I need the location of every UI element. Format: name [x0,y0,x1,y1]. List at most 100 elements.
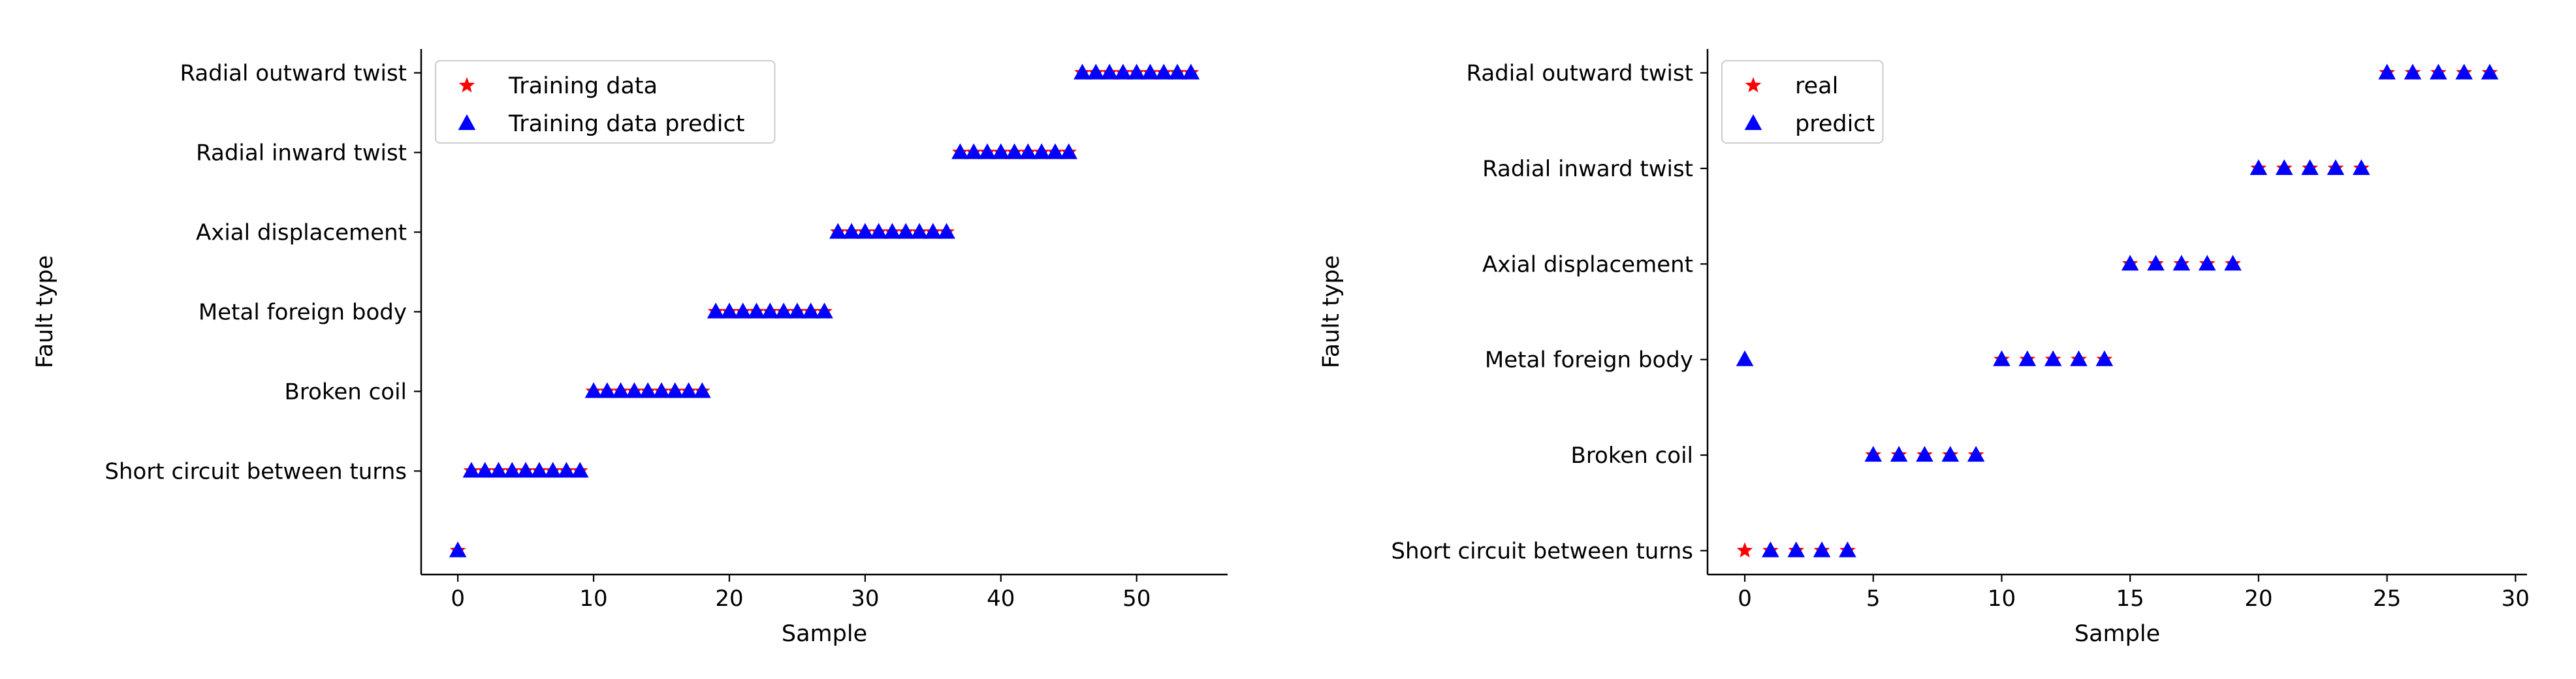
data-point [2198,255,2216,271]
legend-label: real [1795,73,1838,99]
data-point [598,382,616,398]
data-point [1168,63,1186,80]
legend-label: Training data [508,73,658,99]
legend-marker [458,114,476,131]
data-point [2352,159,2370,176]
data-point [2121,255,2139,271]
data-point [1993,350,2011,366]
data-point [924,223,942,239]
y-tick-label: Radial outward twist [180,61,407,87]
y-axis-label: Fault type [32,255,58,368]
x-tick-label: 50 [1122,586,1151,612]
data-point [571,462,589,478]
x-tick-label: 30 [851,586,879,612]
data-point [1073,63,1091,80]
data-point [1128,63,1145,80]
chart-right: 0 5 10 15 20 25 30 Short circuit between turns B… [1318,49,2530,647]
data-point [1060,143,1078,159]
chart-left: 0 10 20 30 40 50 Short circuit between turns Br… [32,49,1228,647]
data-point [1087,63,1105,80]
data-point [1787,541,1805,558]
y-tick-label: Broken coil [1571,443,1694,469]
legend: Training data Training data predict [435,60,776,144]
data-point [2455,63,2473,80]
data-point [2429,63,2447,80]
x-tick-label: 0 [1738,586,1752,612]
y-axis-label: Fault type [1318,255,1344,368]
data-point [558,462,575,478]
legend-marker [1745,77,1762,93]
data-point [802,302,820,319]
data-point [2018,350,2037,366]
series-2 [449,63,1200,558]
data-point [788,302,806,319]
data-point [2070,350,2088,366]
x-axis-label: Sample [782,621,867,647]
data-point [503,462,521,478]
data-point [910,223,929,239]
data-point [1736,542,1753,558]
data-point [1032,143,1051,159]
data-point [462,462,481,478]
data-point [1154,63,1173,80]
data-point [517,462,535,478]
y-tick-label: Metal foreign body [1485,347,1693,373]
y-tick-label: Broken coil [285,379,407,405]
data-point [897,223,915,239]
data-point [612,382,629,398]
data-point [2095,350,2114,366]
x-axis-label: Sample [2075,621,2160,647]
data-point [639,382,657,398]
data-point [2147,255,2165,271]
data-point [1141,63,1159,80]
data-point [748,302,765,319]
data-point [2481,63,2499,80]
data-point [870,223,887,239]
data-point [2224,255,2242,271]
data-point [1916,446,1933,462]
data-point [720,302,739,319]
data-point [1762,541,1779,558]
data-point [476,462,494,478]
data-point [816,302,833,319]
y-tick-label: Radial inward twist [196,140,407,166]
legend: real predict [1721,60,1884,144]
data-point [1006,143,1023,159]
data-point [2250,159,2268,176]
legend-label: predict [1795,111,1875,137]
y-tick-label: Radial inward twist [1482,156,1693,182]
x-tick-label: 40 [987,586,1015,612]
data-point [938,223,955,239]
data-point [2327,159,2345,176]
data-point [951,143,969,159]
data-point [842,223,861,239]
legend-box [435,60,776,144]
data-point [1864,446,1883,462]
data-point [856,223,874,239]
y-tick-label: Metal foreign body [199,300,407,326]
data-point [1813,541,1831,558]
data-point [1839,541,1856,558]
data-point [584,382,603,398]
y-tick-label: Short circuit between turns [104,458,407,484]
data-point [992,143,1010,159]
legend-label: Training data predict [508,111,744,137]
data-point [734,302,752,319]
data-point [1941,446,1960,462]
data-point [544,462,562,478]
y-tick-label: Radial outward twist [1466,61,1693,87]
data-point [2404,63,2422,80]
data-point [652,382,671,398]
data-point [490,462,507,478]
y-tick-label: Axial displacement [196,220,407,246]
data-point [1019,143,1037,159]
data-point [1046,143,1064,159]
data-point [1967,446,1985,462]
data-point [774,302,793,319]
data-point [1182,63,1200,80]
data-point [1736,350,1754,366]
data-point [693,382,711,398]
data-point [680,382,697,398]
data-point [829,223,847,239]
